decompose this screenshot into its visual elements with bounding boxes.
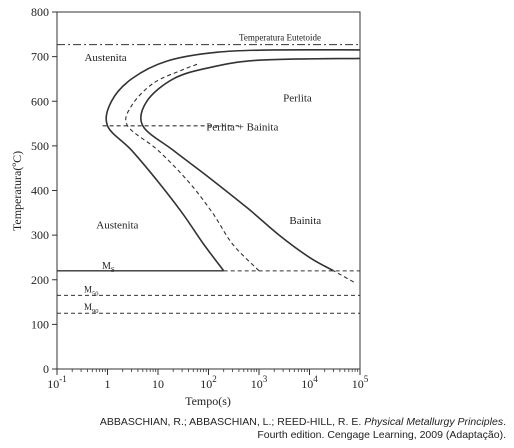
y-tick-label: 600 (31, 94, 49, 108)
x-tick-label: 104 (301, 374, 318, 391)
y-axis-label: Temperatura(ºC) (10, 151, 24, 231)
x-axis-ticks: 10-1 1 10 102 103 104 105 (47, 369, 369, 391)
plot-frame (56, 11, 361, 370)
curve-3 (139, 57, 361, 272)
y-tick-label: 200 (31, 273, 49, 287)
region-label: Perlita (283, 92, 312, 104)
curves (102, 48, 361, 283)
x-tick-label: 1 (105, 377, 111, 391)
x-tick-label: 10-1 (47, 374, 67, 391)
y-tick-label: 300 (31, 228, 49, 242)
y-tick-label: 100 (31, 317, 49, 331)
region-label: Bainita (289, 215, 321, 227)
m90-label: M90 (84, 302, 99, 315)
ms-label: MS (102, 261, 115, 274)
caption-line-1: ABBASCHIAN, R.; ABBASCHIAN, L.; REED-HIL… (99, 416, 506, 428)
y-tick-label: 0 (43, 362, 49, 376)
x-axis-label: Tempo(s) (185, 394, 231, 408)
y-tick-label: 400 (31, 184, 49, 198)
caption-book-title: Physical Metallurgy Principles (364, 416, 504, 428)
annotations: Austenita Perlita Perlita + Bainita Austeni… (84, 52, 321, 231)
curve-4 (333, 270, 354, 283)
x-tick-label: 10 (152, 377, 164, 391)
x-tick-label: 102 (200, 374, 217, 391)
source-caption: ABBASCHIAN, R.; ABBASCHIAN, L.; REED-HIL… (36, 416, 506, 442)
curve-2 (125, 63, 260, 272)
m50-label: M50 (84, 284, 99, 297)
y-tick-label: 700 (31, 50, 49, 64)
region-label: Perlita + Bainita (206, 121, 278, 133)
x-tick-label: 103 (251, 374, 268, 391)
region-label: Austenita (84, 52, 126, 64)
eutectoid-label: Temperatura Eutetoide (239, 33, 321, 43)
caption-line-2: Fourth edition. Cengage Learning, 2009 (… (257, 429, 506, 441)
y-tick-label: 500 (31, 139, 49, 153)
y-axis-ticks: 0 100 200 300 400 500 600 700 800 (31, 5, 57, 376)
y-tick-label: 800 (31, 5, 49, 19)
curve-1 (105, 48, 361, 272)
x-tick-label: 105 (352, 374, 369, 391)
region-label: Austenita (96, 219, 138, 231)
